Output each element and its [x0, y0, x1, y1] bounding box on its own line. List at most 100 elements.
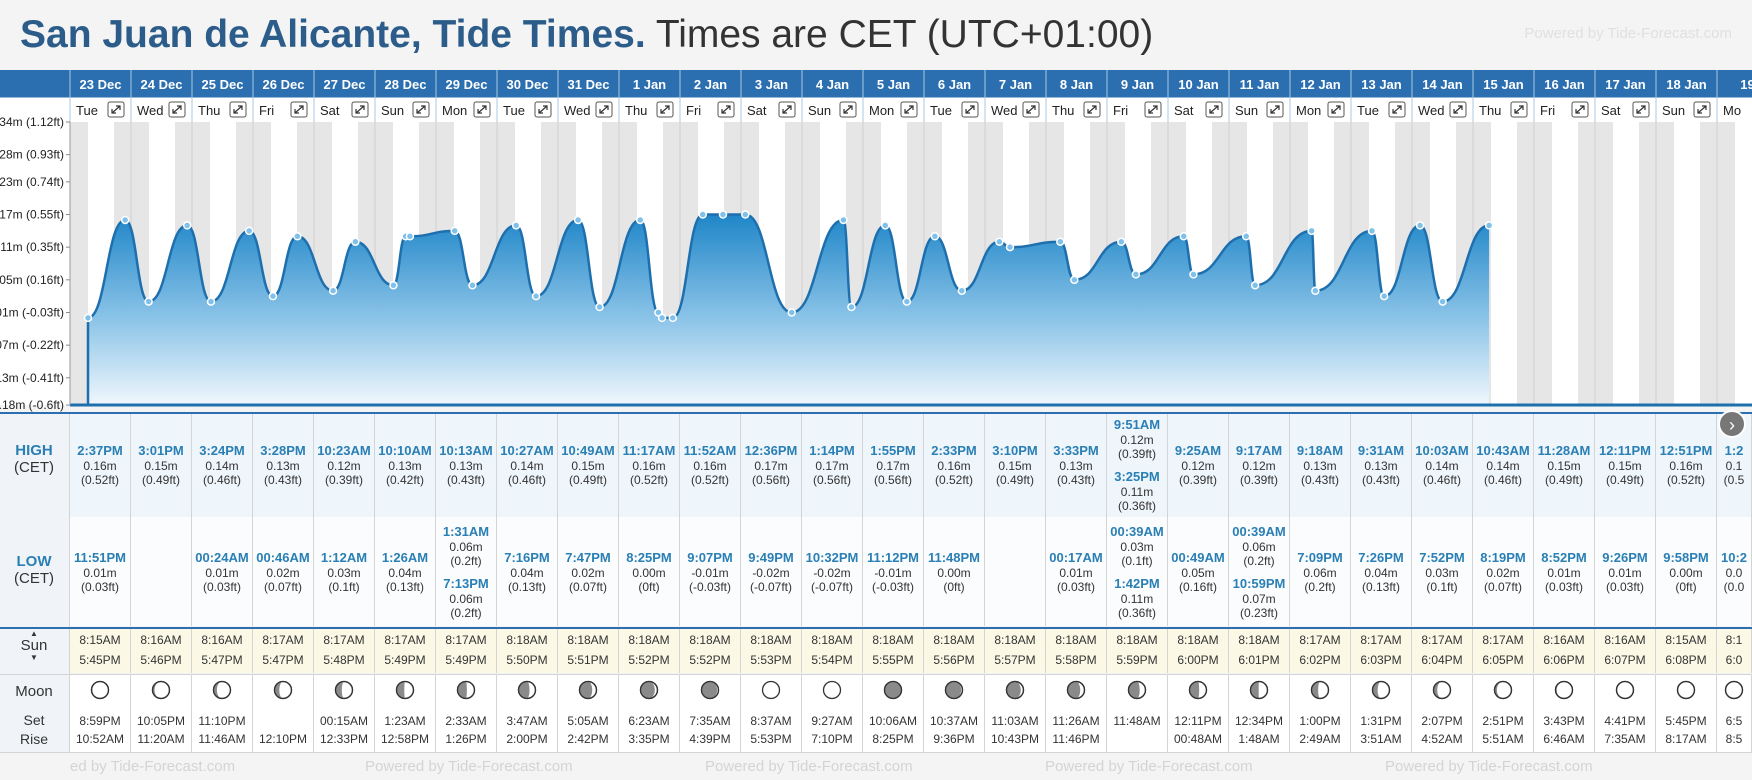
high-tide-height-m: 0.16m — [1669, 458, 1703, 473]
tide-point[interactable] — [468, 281, 477, 290]
tide-point[interactable] — [511, 221, 521, 230]
next-days-button[interactable]: › — [1718, 410, 1746, 438]
expand-icon[interactable] — [290, 101, 308, 118]
tide-point[interactable] — [1311, 286, 1320, 295]
tide-point[interactable] — [405, 232, 415, 241]
moonset-time: 8:59PM — [79, 714, 121, 728]
expand-icon[interactable] — [1266, 101, 1284, 118]
tide-point[interactable] — [351, 237, 360, 246]
tide-point[interactable] — [787, 308, 796, 317]
tide-point[interactable] — [1367, 226, 1377, 236]
low-tide-cell: 7:47PM 0.02m (0.07ft) — [558, 517, 619, 626]
night-shade — [1656, 122, 1674, 405]
tide-point[interactable] — [1117, 237, 1126, 246]
tide-point[interactable] — [1250, 281, 1260, 290]
expand-icon[interactable] — [595, 101, 613, 118]
sunset-time: 5:52PM — [689, 653, 731, 667]
tide-point[interactable] — [595, 302, 604, 312]
tide-point[interactable] — [1415, 221, 1425, 230]
tide-point[interactable] — [206, 297, 216, 306]
expand-icon[interactable] — [107, 101, 125, 118]
y-tick-label: 0.34m (1.12ft) — [0, 115, 64, 129]
tide-point[interactable] — [450, 226, 459, 236]
tide-point[interactable] — [1056, 237, 1065, 246]
tide-point[interactable] — [573, 215, 583, 225]
expand-icon[interactable] — [1144, 101, 1162, 118]
tide-point[interactable] — [244, 226, 254, 236]
tide-point[interactable] — [1307, 226, 1316, 236]
tide-point[interactable] — [120, 215, 130, 225]
day-of-week-label: Sun — [1235, 103, 1258, 118]
low-tide-cell: 7:09PM 0.06m (0.2ft) — [1290, 517, 1351, 626]
expand-icon[interactable] — [1327, 101, 1345, 118]
moonrise-time: 2:49AM — [1299, 732, 1341, 746]
high-tide-time: 9:51AM — [1113, 416, 1161, 432]
expand-icon[interactable] — [351, 101, 369, 118]
expand-icon[interactable] — [900, 101, 918, 118]
expand-icon[interactable] — [1388, 101, 1406, 118]
tide-point[interactable] — [1484, 221, 1494, 230]
tide-point[interactable] — [1189, 270, 1198, 279]
tide-point[interactable] — [698, 210, 708, 219]
tide-point[interactable] — [839, 215, 848, 225]
tide-point[interactable] — [83, 313, 93, 323]
tide-point[interactable] — [293, 232, 302, 241]
tide-point[interactable] — [182, 221, 192, 230]
tide-point[interactable] — [880, 221, 890, 230]
expand-icon[interactable] — [717, 101, 735, 118]
tide-point[interactable] — [957, 286, 967, 295]
tide-point[interactable] — [902, 297, 912, 306]
tide-point[interactable] — [531, 291, 541, 301]
expand-icon[interactable] — [1083, 101, 1101, 118]
tide-point[interactable] — [1179, 232, 1189, 241]
expand-icon[interactable] — [961, 101, 979, 118]
tide-point[interactable] — [268, 291, 278, 301]
expand-icon[interactable] — [839, 101, 857, 118]
expand-icon[interactable] — [1571, 101, 1589, 118]
tide-point[interactable] — [741, 210, 750, 219]
sunset-time: 6:05PM — [1482, 653, 1524, 667]
tide-point[interactable] — [636, 215, 645, 225]
tide-point[interactable] — [657, 313, 667, 323]
expand-icon[interactable] — [412, 101, 430, 118]
tide-point[interactable] — [1070, 275, 1079, 285]
expand-icon[interactable] — [168, 101, 186, 118]
tide-point[interactable] — [1131, 270, 1141, 279]
tide-point[interactable] — [144, 297, 153, 306]
tide-point[interactable] — [668, 313, 678, 323]
low-tide-time: 1:26AM — [381, 549, 429, 565]
day-date-label: 9 Jan — [1121, 77, 1154, 92]
sun-cell: 8:17AM 6:04PM — [1412, 627, 1473, 673]
expand-icon[interactable] — [534, 101, 552, 118]
expand-icon[interactable] — [1022, 101, 1040, 118]
expand-icon[interactable] — [1449, 101, 1467, 118]
expand-icon[interactable] — [1510, 101, 1528, 118]
high-tide-event: 3:28PM 0.13m (0.43ft) — [253, 443, 313, 487]
tide-point[interactable] — [1438, 297, 1447, 306]
tide-point[interactable] — [389, 281, 398, 290]
day-of-week-label: Tue — [503, 103, 525, 118]
tide-point[interactable] — [328, 286, 338, 295]
expand-icon[interactable] — [656, 101, 674, 118]
tide-point[interactable] — [995, 237, 1004, 246]
expand-icon[interactable] — [1632, 101, 1650, 118]
moon-phase — [375, 680, 435, 702]
low-tide-height-m: 0.03m — [327, 565, 361, 580]
expand-icon[interactable] — [473, 101, 491, 118]
moon-cell: 6:5 8:5 — [1717, 674, 1752, 752]
tide-point[interactable] — [1379, 291, 1389, 301]
high-tide-time: 9:18AM — [1296, 442, 1344, 458]
low-tide-height-ft: (0.1ft) — [1121, 553, 1153, 568]
expand-icon[interactable] — [1205, 101, 1223, 118]
tide-point[interactable] — [718, 210, 728, 219]
expand-icon[interactable] — [1693, 101, 1711, 118]
expand-icon[interactable] — [778, 101, 796, 118]
moonset-time: 11:10PM — [198, 714, 246, 728]
tide-point[interactable] — [930, 232, 940, 241]
tide-point[interactable] — [1241, 232, 1251, 241]
tide-point[interactable] — [847, 302, 856, 312]
expand-icon[interactable] — [229, 101, 247, 118]
high-tide-height-ft: (0.52ft) — [934, 472, 973, 487]
tide-point[interactable] — [1005, 242, 1015, 252]
high-tide-height-m: 0.13m — [266, 458, 300, 473]
